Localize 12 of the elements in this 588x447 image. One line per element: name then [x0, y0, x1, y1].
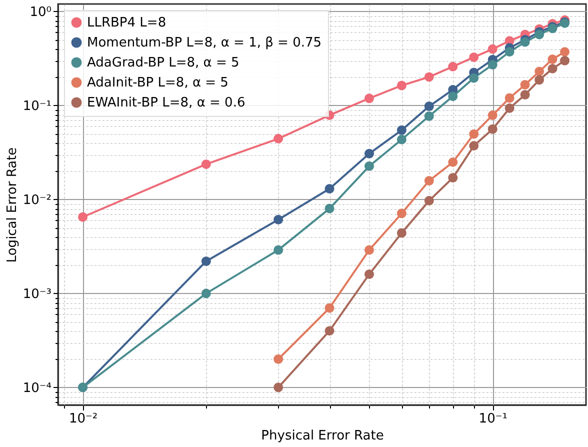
y-tick-label: 10⁻⁴ — [22, 380, 52, 396]
legend-label: EWAInit-BP L=8, α = 0.6 — [87, 96, 246, 110]
y-tick-label: 10⁰ — [30, 4, 52, 20]
y-tick-label: 10⁻¹ — [22, 98, 52, 114]
legend-label: Momentum-BP L=8, α = 1, β = 0.75 — [87, 36, 322, 50]
legend-label: LLRBP4 L=8 — [87, 16, 166, 30]
legend-label: AdaInit-BP L=8, α = 5 — [87, 76, 228, 90]
y-tick-label: 10⁻³ — [22, 286, 52, 302]
y-axis-title: Logical Error Rate — [4, 147, 20, 263]
legend-label: AdaGrad-BP L=8, α = 5 — [87, 56, 240, 70]
y-tick-label: 10⁻² — [22, 192, 52, 208]
x-axis-title: Physical Error Rate — [261, 428, 384, 444]
